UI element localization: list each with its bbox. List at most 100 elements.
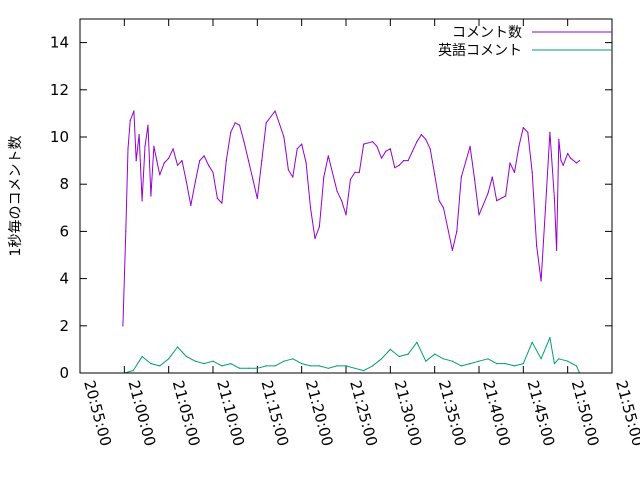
data-point-0	[363, 143, 365, 145]
data-point-0	[221, 202, 223, 204]
data-point-0	[578, 160, 581, 162]
data-point-0	[398, 164, 400, 166]
data-point-0	[159, 174, 161, 176]
data-point-0	[252, 178, 254, 181]
data-point-0	[491, 176, 493, 178]
data-point-0	[420, 134, 422, 136]
data-point-0	[575, 162, 578, 164]
data-point-0	[122, 325, 124, 327]
x-tick-label: 21:45:00	[523, 378, 558, 448]
data-point-1	[496, 363, 498, 365]
data-point-0	[318, 226, 320, 228]
data-point-1	[168, 358, 170, 360]
data-point-1	[540, 358, 542, 360]
data-point-0	[389, 148, 391, 150]
data-point-1	[363, 370, 365, 372]
x-tick-label: 21:25:00	[346, 378, 381, 448]
data-point-0	[567, 152, 569, 155]
data-point-0	[296, 148, 298, 150]
data-point-0	[556, 249, 558, 251]
series-line-1	[124, 337, 580, 374]
data-point-0	[239, 124, 241, 126]
y-tick-label: 6	[59, 222, 69, 240]
data-point-1	[132, 370, 134, 372]
data-point-1	[327, 367, 329, 369]
data-point-0	[190, 204, 192, 206]
data-point-1	[345, 365, 347, 367]
data-point-0	[301, 143, 303, 145]
data-point-0	[287, 169, 289, 171]
data-point-0	[336, 190, 338, 192]
x-tick-label: 21:05:00	[169, 378, 204, 448]
x-tick-label: 21:20:00	[302, 378, 337, 448]
data-point-0	[478, 214, 480, 216]
y-tick-label: 10	[50, 128, 69, 146]
plot-frame	[79, 18, 613, 374]
data-point-1	[141, 355, 143, 358]
data-point-1	[309, 365, 312, 367]
data-point-0	[560, 160, 562, 162]
data-point-0	[153, 145, 155, 147]
data-point-1	[301, 363, 303, 365]
y-tick-label: 2	[59, 317, 69, 335]
data-point-0	[135, 160, 137, 162]
data-point-0	[527, 131, 529, 133]
data-point-1	[283, 360, 285, 362]
data-point-0	[185, 181, 187, 183]
data-point-0	[496, 200, 498, 202]
data-point-0	[376, 145, 378, 147]
data-point-0	[176, 164, 179, 166]
data-point-0	[536, 245, 538, 247]
x-tick-label: 20:55:00	[80, 378, 115, 448]
data-point-0	[416, 141, 418, 143]
data-point-0	[549, 131, 551, 133]
data-point-0	[129, 119, 131, 122]
data-point-1	[478, 360, 480, 362]
data-point-1	[274, 365, 276, 367]
y-tick-label: 14	[50, 34, 69, 52]
data-point-0	[168, 157, 170, 159]
data-point-0	[243, 141, 245, 143]
data-point-0	[570, 157, 572, 159]
data-point-1	[292, 358, 294, 360]
data-point-0	[147, 124, 149, 126]
data-point-0	[518, 145, 520, 147]
data-point-1	[451, 360, 453, 362]
data-point-0	[425, 138, 427, 140]
data-point-0	[354, 171, 356, 173]
data-point-0	[163, 162, 165, 164]
data-point-0	[292, 176, 294, 178]
data-point-1	[549, 337, 551, 339]
data-point-0	[234, 122, 236, 124]
data-point-0	[394, 167, 396, 169]
data-point-0	[144, 145, 146, 147]
data-point-1	[239, 367, 241, 369]
data-point-0	[194, 181, 196, 183]
data-point-0	[261, 160, 263, 162]
data-point-1	[380, 358, 383, 360]
data-point-0	[208, 164, 210, 166]
data-point-0	[451, 249, 453, 251]
data-point-1	[407, 353, 409, 355]
data-point-1	[336, 365, 338, 367]
x-tick-label: 21:30:00	[390, 378, 425, 448]
data-point-0	[305, 162, 307, 164]
x-tick-label: 21:35:00	[435, 378, 470, 448]
data-point-0	[558, 138, 560, 140]
data-point-0	[513, 171, 516, 173]
data-point-1	[416, 341, 418, 343]
data-point-0	[474, 178, 476, 181]
series-lines	[122, 110, 581, 374]
data-point-0	[265, 122, 267, 124]
data-point-0	[553, 197, 556, 199]
data-point-1	[469, 363, 471, 365]
data-point-1	[159, 365, 161, 367]
data-point-0	[411, 150, 414, 152]
data-point-1	[531, 341, 533, 343]
data-point-0	[487, 193, 489, 195]
data-point-0	[274, 110, 276, 112]
data-point-0	[133, 110, 135, 112]
data-point-0	[203, 155, 205, 157]
data-point-0	[225, 160, 227, 162]
data-point-0	[172, 148, 174, 150]
